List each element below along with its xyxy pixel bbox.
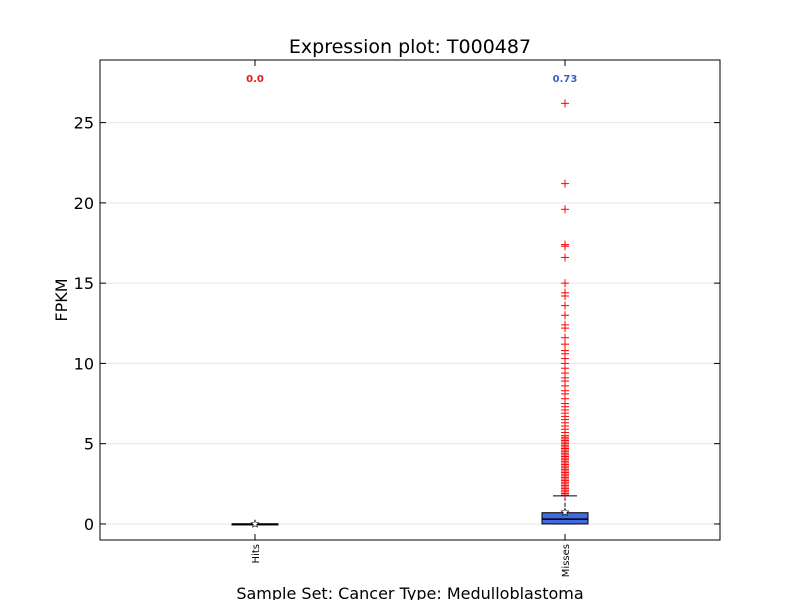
y-tick-label: 5: [84, 435, 94, 454]
x-tick-label: Hits: [251, 544, 262, 563]
outlier-point: [561, 240, 569, 249]
y-tick-label: 25: [74, 114, 94, 133]
mean-annotation: 0.0: [246, 74, 264, 85]
outlier-point: [561, 301, 569, 310]
mean-marker: [560, 507, 570, 517]
x-axis: Hits Misses: [251, 60, 572, 577]
outlier-point: [561, 205, 569, 214]
x-tick-label: Misses: [561, 544, 572, 577]
y-tick-label: 0: [84, 515, 94, 534]
outlier-points: [561, 99, 569, 500]
mean-marker: [250, 519, 260, 528]
outlier-point: [561, 279, 569, 288]
outlier-point: [561, 288, 569, 297]
box: [541, 512, 589, 525]
outlier-point: [561, 99, 569, 108]
y-tick-label: 15: [74, 274, 94, 293]
box-series: [231, 495, 589, 528]
mean-annotation: 0.73: [553, 74, 578, 85]
outlier-point: [561, 179, 569, 188]
outlier-point: [561, 253, 569, 262]
chart-title: Expression plot: T000487: [289, 36, 531, 58]
gridlines: [100, 122, 720, 525]
outlier-point: [561, 320, 569, 329]
y-axis-label: FPKM: [52, 278, 71, 321]
x-axis-label: Sample Set: Cancer Type: Medulloblastoma: [236, 584, 583, 600]
outlier-point: [561, 311, 569, 320]
y-tick-label: 10: [74, 354, 94, 373]
y-tick-label: 20: [74, 194, 94, 213]
mean-annotations: 0.0 0.73: [246, 74, 577, 85]
plot-frame: [99, 59, 721, 541]
y-axis: 0 5 10 15 20 25: [74, 114, 720, 534]
outlier-point: [561, 333, 569, 342]
